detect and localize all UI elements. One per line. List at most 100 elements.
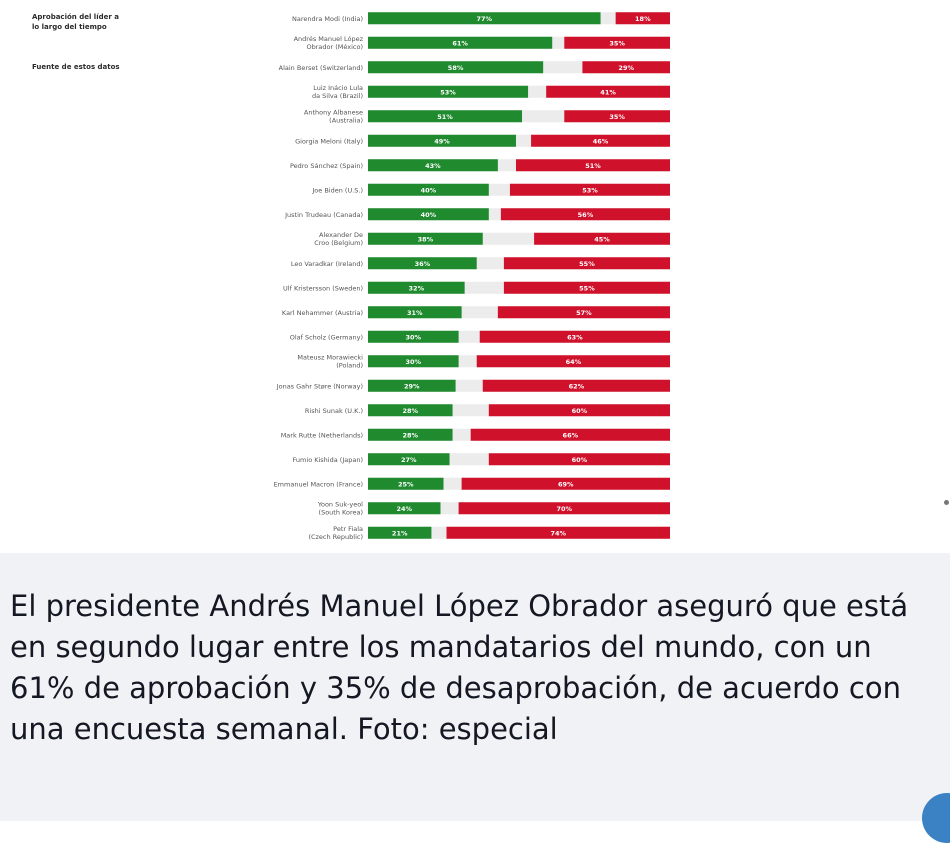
corner-badge-icon: [922, 793, 950, 843]
data-label-approval: 40%: [421, 211, 437, 219]
bar-approval: [368, 159, 498, 172]
caption-panel: [0, 553, 950, 843]
category-label: Olaf Scholz (Germany): [290, 333, 363, 341]
bar-disapproval: [446, 526, 670, 539]
data-label-approval: 27%: [401, 456, 417, 464]
category-label: Mark Rutte (Netherlands): [281, 431, 363, 439]
category-label: Alain Berset (Switzerland): [279, 64, 363, 72]
bar-approval: [368, 281, 465, 294]
data-label-approval: 29%: [404, 382, 420, 390]
category-label: Ulf Kristersson (Sweden): [283, 284, 363, 292]
category-label: Jonas Gahr Støre (Norway): [276, 382, 363, 390]
data-label-disapproval: 35%: [609, 113, 625, 121]
bar-disapproval: [509, 183, 670, 196]
data-label-approval: 21%: [392, 529, 408, 537]
data-label-disapproval: 56%: [578, 211, 594, 219]
data-label-approval: 43%: [425, 162, 441, 170]
chart-image[interactable]: Aprobación del líder a lo largo del tiem…: [0, 0, 950, 553]
category-label: Emmanuel Macron (France): [274, 480, 363, 488]
category-label: Rishi Sunak (U.K.): [305, 407, 363, 415]
data-label-approval: 30%: [406, 358, 422, 366]
data-label-approval: 38%: [418, 235, 434, 243]
category-label: Petr Fiala (Czech Republic): [308, 525, 363, 541]
category-label: Luiz Inácio Lula da Silva (Brazil): [312, 84, 363, 100]
chart-side-label-title: Aprobación del líder a lo largo del tiem…: [32, 12, 152, 32]
data-label-disapproval: 35%: [609, 39, 625, 47]
bar-approval: [368, 379, 456, 392]
data-label-approval: 30%: [406, 333, 422, 341]
data-label-disapproval: 18%: [635, 15, 651, 23]
data-label-approval: 32%: [409, 284, 425, 292]
data-label-disapproval: 45%: [594, 235, 610, 243]
bar-disapproval: [476, 355, 670, 368]
bar-disapproval: [458, 502, 670, 515]
bar-disapproval: [482, 379, 670, 392]
category-label: Joe Biden (U.S.): [311, 186, 363, 194]
category-label: Yoon Suk-yeol (South Korea): [317, 500, 363, 516]
chart-side-label-line-2: lo largo del tiempo: [32, 23, 107, 31]
bar-disapproval: [488, 404, 670, 417]
data-label-disapproval: 69%: [558, 480, 574, 488]
chart-side-label-line-1: Aprobación del líder a: [32, 13, 119, 21]
bar-approval: [368, 428, 453, 441]
bar-approval: [368, 61, 544, 74]
data-label-approval: 24%: [396, 505, 412, 513]
bar-disapproval: [470, 428, 670, 441]
bar-approval: [368, 183, 489, 196]
bar-approval: [368, 453, 450, 466]
category-label: Leo Varadkar (Ireland): [291, 260, 363, 268]
data-label-approval: 31%: [407, 309, 423, 317]
data-label-approval: 77%: [476, 15, 492, 23]
bar-disapproval: [461, 477, 670, 490]
data-label-approval: 53%: [440, 88, 456, 96]
category-label: Alexander De Croo (Belgium): [314, 231, 363, 247]
data-label-disapproval: 70%: [557, 505, 573, 513]
approval-bar-chart: Narendra Modi (India) 77% 18% Andrés Manuel…: [274, 12, 670, 541]
data-label-disapproval: 55%: [579, 284, 595, 292]
data-label-disapproval: 57%: [576, 309, 592, 317]
edge-indicator-dot: [944, 500, 949, 505]
data-label-disapproval: 63%: [567, 333, 583, 341]
bar-approval: [368, 85, 529, 98]
data-label-approval: 28%: [402, 407, 418, 415]
bar-approval: [368, 110, 523, 123]
bar-approval: [368, 502, 441, 515]
bar-disapproval: [531, 134, 670, 147]
data-label-disapproval: 29%: [618, 64, 634, 72]
bar-approval: [368, 355, 459, 368]
category-label: Anthony Albanese (Australia): [304, 108, 363, 124]
bar-disapproval: [515, 159, 670, 172]
bar-disapproval: [503, 281, 670, 294]
bar-approval: [368, 12, 601, 25]
bar-disapproval: [564, 36, 670, 49]
bar-approval: [368, 134, 516, 147]
bar-disapproval: [497, 306, 670, 319]
data-label-approval: 40%: [421, 186, 437, 194]
bar-disapproval: [615, 12, 670, 25]
data-label-disapproval: 74%: [550, 529, 566, 537]
category-label: Fumio Kishida (Japan): [293, 456, 363, 464]
data-label-disapproval: 60%: [572, 407, 588, 415]
category-label: Andrés Manuel López Obrador (México): [294, 35, 364, 51]
bar-disapproval: [500, 208, 670, 221]
bar-approval: [368, 36, 553, 49]
data-label-approval: 51%: [437, 113, 453, 121]
data-label-disapproval: 60%: [572, 456, 588, 464]
data-label-approval: 49%: [434, 137, 450, 145]
caption-text: El presidente Andrés Manuel López Obrado…: [10, 589, 909, 746]
bar-disapproval: [582, 61, 670, 74]
bar-approval: [368, 208, 489, 221]
bar-disapproval: [534, 232, 670, 245]
data-label-approval: 61%: [452, 39, 468, 47]
bar-approval: [368, 330, 459, 343]
category-label: Giorgia Meloni (Italy): [295, 137, 363, 145]
data-label-disapproval: 64%: [566, 358, 582, 366]
category-label: Pedro Sánchez (Spain): [290, 162, 363, 170]
data-label-approval: 28%: [402, 431, 418, 439]
bar-approval: [368, 232, 483, 245]
data-label-disapproval: 62%: [569, 382, 585, 390]
bar-disapproval: [546, 85, 670, 98]
bar-disapproval: [488, 453, 670, 466]
data-label-approval: 36%: [415, 260, 431, 268]
category-label: Mateusz Morawiecki (Poland): [297, 353, 363, 369]
